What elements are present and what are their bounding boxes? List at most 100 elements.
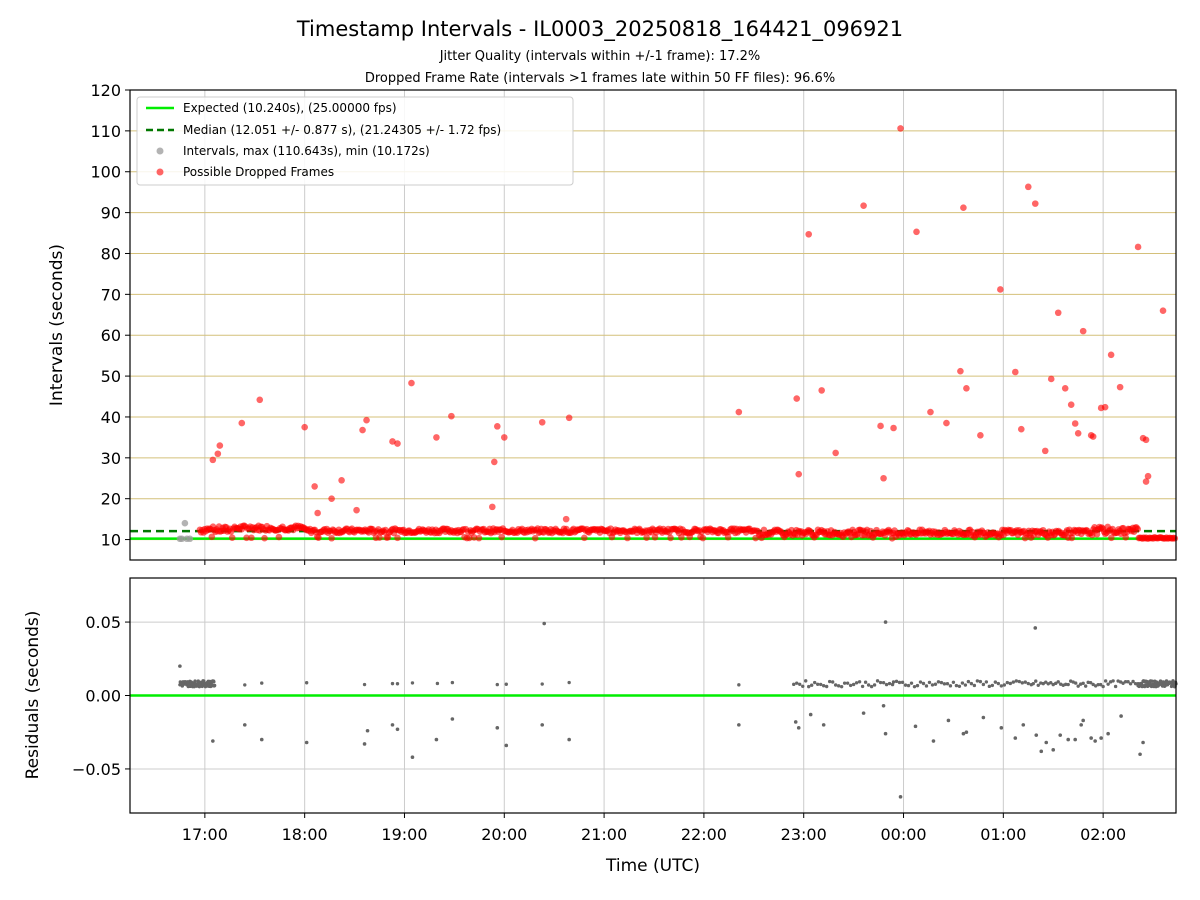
residual-point — [915, 683, 920, 688]
residual-point — [567, 680, 571, 685]
residual-point — [1008, 681, 1013, 686]
dropped-frame-point — [1054, 309, 1062, 317]
legend-intervals-marker — [156, 147, 164, 155]
residual-point — [984, 680, 989, 684]
residual-point — [897, 680, 902, 685]
residual-point — [830, 680, 835, 684]
dropped-frame-point — [880, 474, 887, 482]
dropped-frame-point — [927, 408, 934, 416]
residual-point — [1141, 740, 1145, 745]
legend: Expected (10.240s), (25.00000 fps) Media… — [136, 96, 574, 186]
dropped-frame-point — [216, 442, 224, 449]
residual-point — [435, 681, 440, 686]
dropped-frame-point — [1017, 425, 1025, 433]
residual-point — [887, 681, 892, 686]
dropped-frame-point — [328, 495, 335, 502]
top-y-tick-label: 30 — [101, 449, 121, 468]
residual-point — [890, 682, 895, 687]
dropped-frame-point — [531, 534, 539, 542]
residual-point — [966, 679, 971, 684]
interval-point — [181, 519, 189, 527]
bottom-plot: 0.05 0.00 −0.05 17:00 18:00 19:00 20:00 21:00 2… — [23, 577, 1178, 876]
residual-point — [996, 681, 1001, 686]
residual-point — [1111, 679, 1115, 683]
dropped-frame-point — [214, 450, 222, 458]
top-y-tick-label: 50 — [101, 367, 121, 386]
residual-point — [242, 723, 247, 727]
dropped-frame-point — [1144, 472, 1152, 480]
x-tick-label: 22:00 — [681, 825, 727, 844]
residual-point — [504, 743, 509, 748]
dropped-frame-point — [795, 470, 803, 478]
residual-point — [1026, 681, 1030, 686]
dropped-frame-point — [315, 534, 322, 542]
residual-point — [178, 664, 182, 668]
chart-title: Timestamp Intervals - IL0003_20250818_16… — [296, 17, 903, 42]
top-y-tick-label: 10 — [101, 531, 121, 550]
residual-point — [942, 682, 947, 686]
dropped-frame-point — [699, 534, 707, 542]
residual-point — [1103, 679, 1108, 683]
residual-point — [1133, 681, 1138, 686]
legend-dropped-marker — [156, 168, 164, 176]
residual-point — [1020, 681, 1024, 685]
bottom-y-ticks: 0.05 0.00 −0.05 — [72, 613, 130, 779]
dropped-frame-point — [301, 423, 308, 431]
residual-point — [1034, 733, 1039, 737]
residual-point — [878, 680, 883, 685]
residual-point — [960, 681, 965, 685]
residual-point — [906, 683, 911, 688]
residual-point — [951, 680, 956, 684]
residual-point — [1049, 681, 1053, 685]
residual-point — [362, 682, 367, 687]
dropped-frame-point — [651, 534, 659, 541]
dropped-frame-point — [1067, 401, 1075, 408]
residual-point — [894, 679, 899, 684]
residual-point — [946, 718, 951, 723]
top-y-tick-label: 70 — [101, 285, 121, 304]
residual-point — [891, 680, 896, 684]
interval-point — [178, 535, 186, 543]
dropped-frame-point — [314, 509, 321, 517]
top-y-tick-label: 80 — [101, 244, 121, 263]
residual-point — [1123, 680, 1128, 684]
dropped-frame-point — [328, 534, 335, 542]
dropped-frame-point — [943, 419, 950, 427]
residual-point — [1011, 680, 1016, 684]
residual-point — [495, 726, 500, 730]
dropped-frame-point — [209, 456, 217, 464]
residual-point — [909, 681, 914, 685]
residual-point — [1023, 680, 1027, 684]
residual-point — [737, 683, 741, 687]
residual-point — [969, 681, 974, 686]
residual-point — [842, 681, 847, 685]
residual-point — [1088, 680, 1093, 685]
residual-point — [792, 682, 796, 687]
residual-point — [1128, 682, 1133, 686]
residual-point — [972, 683, 977, 688]
dropped-frame-point — [1079, 327, 1087, 335]
residual-point — [975, 679, 980, 683]
dropped-frame-point — [248, 534, 255, 542]
residual-point — [495, 682, 499, 687]
dropped-frame-point — [538, 418, 546, 426]
residual-point — [930, 683, 935, 687]
dropped-frame-point — [394, 440, 401, 447]
residual-point — [964, 730, 969, 735]
top-y-ticks: 10 20 30 40 50 60 70 80 90 100 110 120 — [90, 81, 130, 550]
residual-point — [1064, 682, 1068, 687]
residual-point — [410, 681, 415, 685]
residual-point — [801, 684, 805, 689]
top-data-points — [176, 125, 1167, 543]
x-tick-label: 01:00 — [980, 825, 1026, 844]
residual-point — [990, 683, 995, 688]
residual-point — [957, 684, 962, 689]
dropped-frame-point — [1159, 307, 1167, 314]
legend-box — [136, 96, 574, 186]
residual-point — [1036, 683, 1040, 687]
residual-point — [860, 684, 865, 689]
legend-dropped-label: Possible Dropped Frames — [183, 165, 334, 179]
residual-point — [395, 682, 400, 686]
residual-point — [1021, 723, 1026, 727]
dropped-frame-point — [565, 414, 573, 422]
